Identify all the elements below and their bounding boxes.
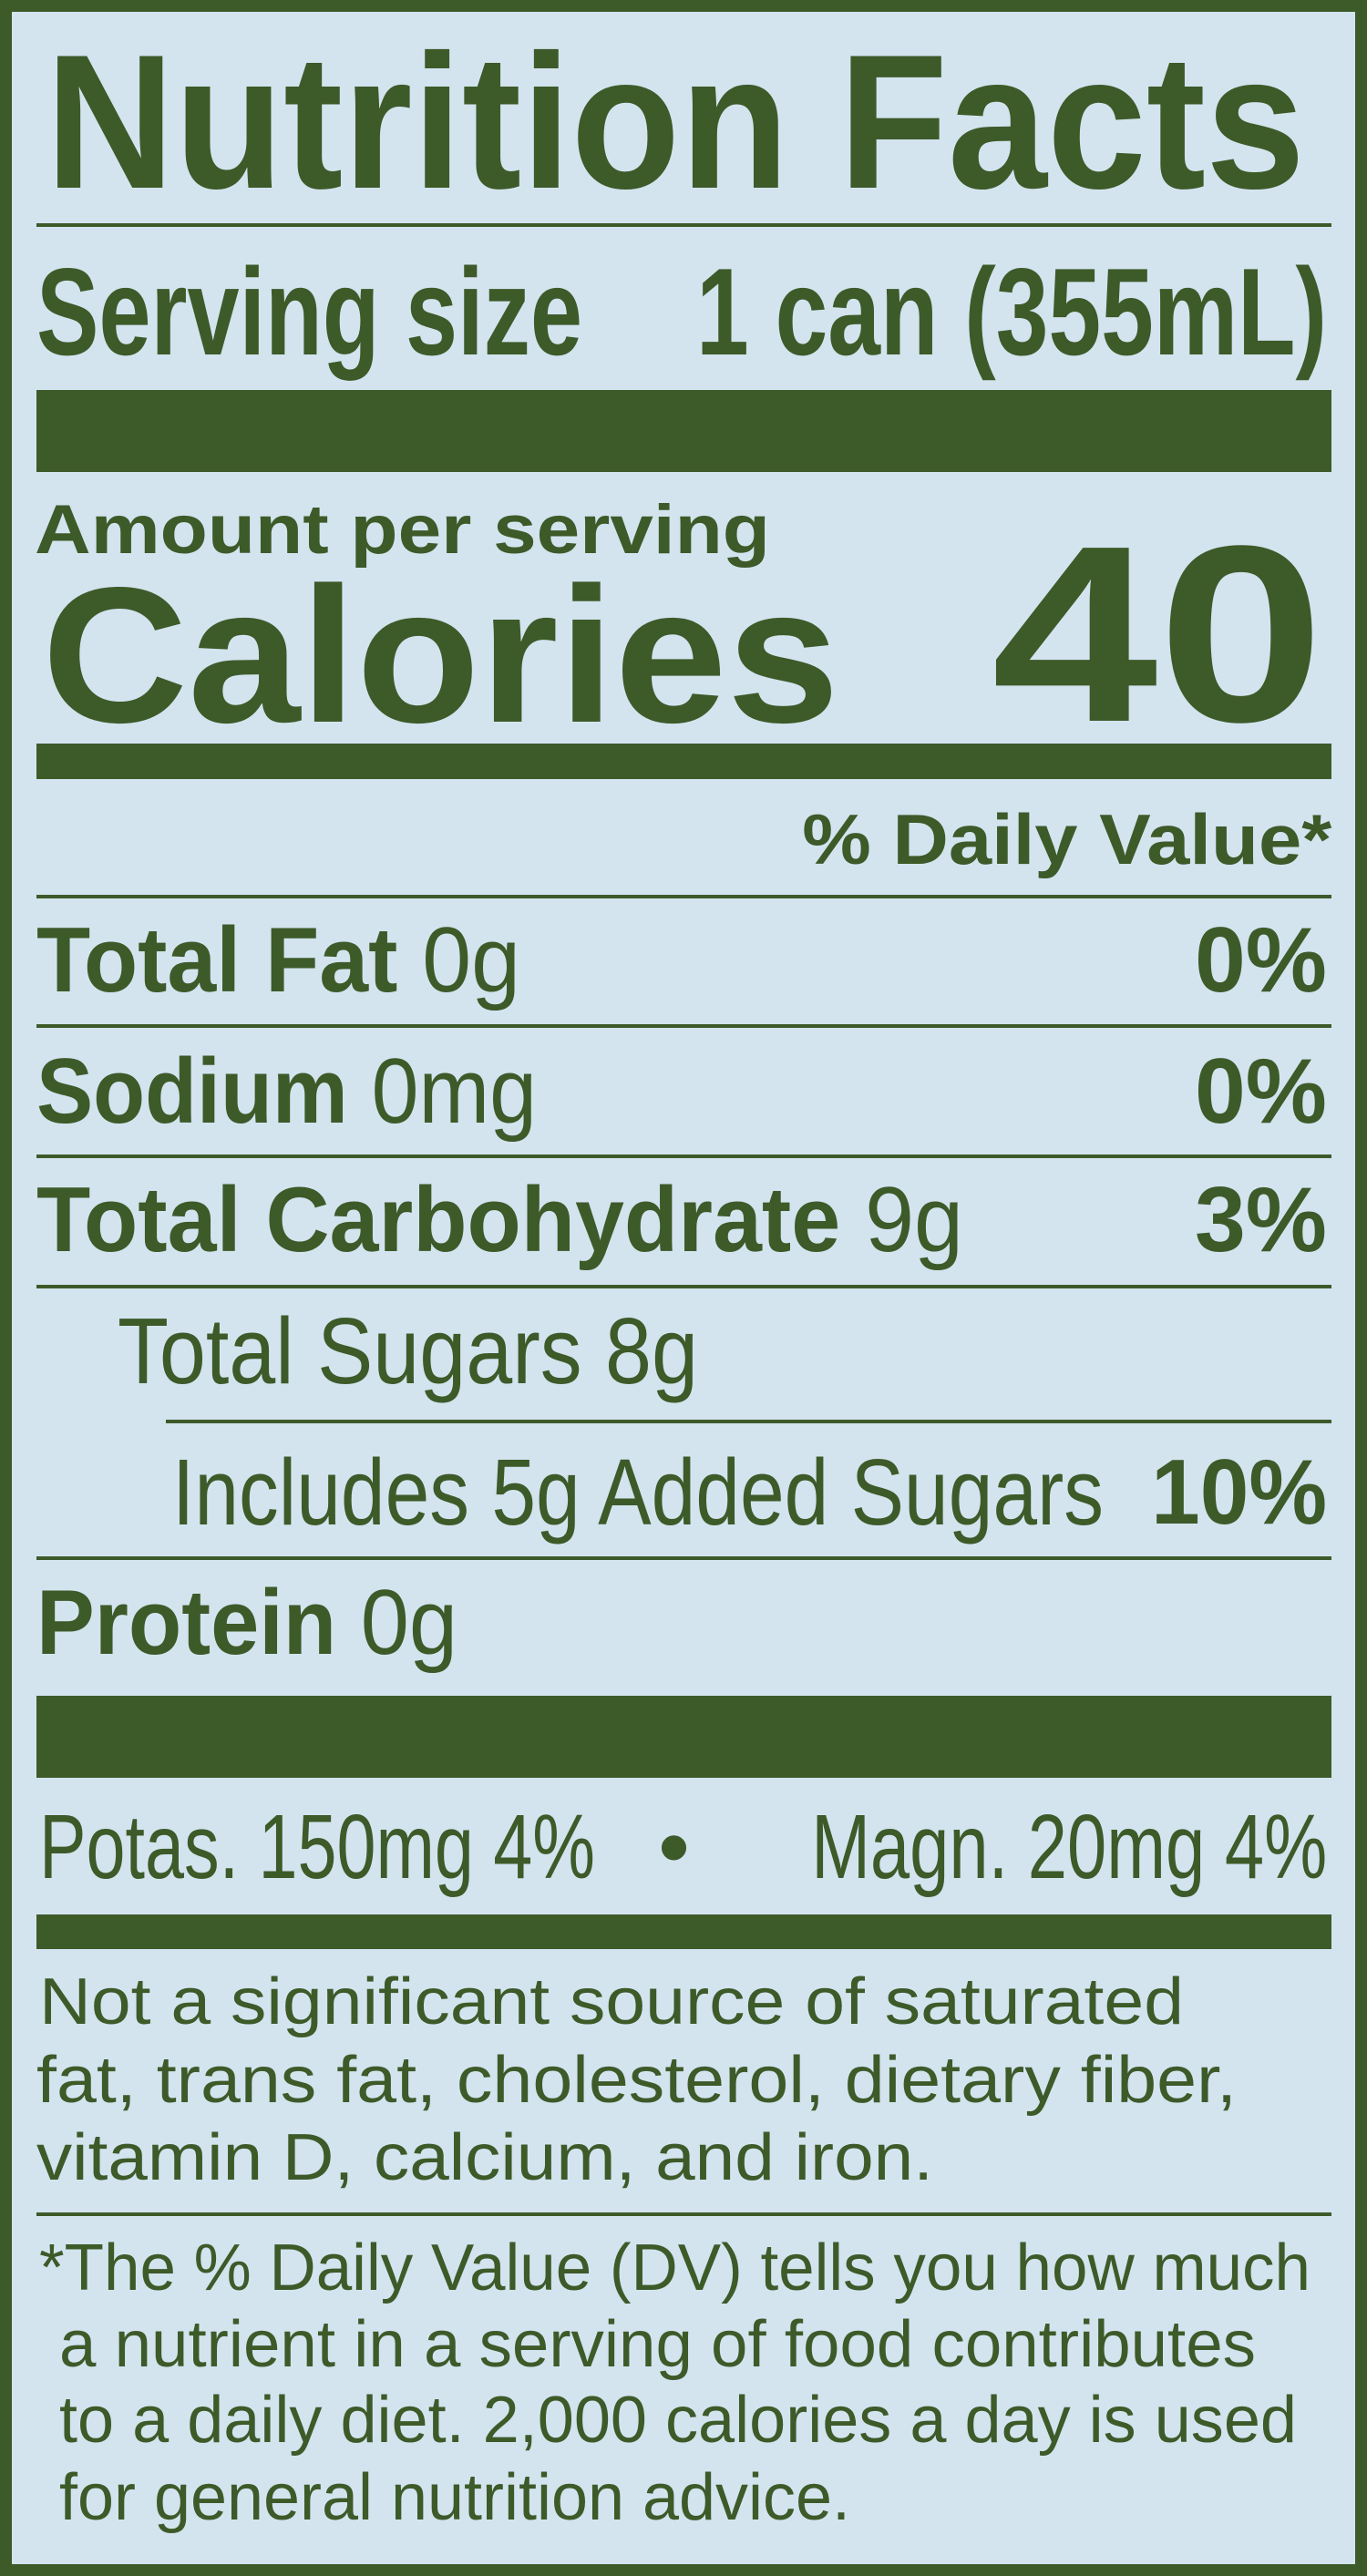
medium-bar xyxy=(36,744,1331,779)
nutrient-dv: 3% xyxy=(1195,1169,1327,1271)
footnote-line: to a daily diet. 2,000 calories a day is… xyxy=(59,2384,1297,2457)
nutrient-dv: 0% xyxy=(1195,909,1327,1011)
nutrient-row-total-carbohydrate: Total Carbohydrate 9g xyxy=(36,1175,963,1267)
not-significant-line: Not a significant source of saturated xyxy=(39,1965,1184,2038)
nutrient-row-total-sugars: Total Sugars 8g xyxy=(118,1298,698,1403)
nutrient-name: Total Carbohydrate xyxy=(36,1169,841,1271)
amount-per-serving: Amount per serving xyxy=(35,491,770,569)
thick-bar xyxy=(36,1696,1331,1778)
nutrient-amount: 0mg xyxy=(371,1041,537,1143)
thick-bar xyxy=(36,390,1331,472)
nutrient-amount: 0g xyxy=(422,909,520,1011)
footnote-line: a nutrient in a serving of food contribu… xyxy=(59,2308,1256,2381)
calories-value: 40 xyxy=(992,494,1324,775)
divider xyxy=(36,1285,1331,1288)
divider xyxy=(36,1556,1331,1560)
nutrient-name: Sodium xyxy=(36,1041,348,1143)
nutrient-name: Protein xyxy=(36,1572,337,1674)
mineral-magnesium: Magn. 20mg 4% xyxy=(811,1796,1327,1898)
nutrient-dv: 10% xyxy=(1151,1442,1327,1544)
nutrient-amount: 9g xyxy=(865,1169,963,1271)
divider xyxy=(36,2212,1331,2216)
bullet-separator: • xyxy=(658,1796,691,1898)
serving-size-label: Serving size xyxy=(36,242,582,381)
not-significant-line: fat, trans fat, cholesterol, dietary fib… xyxy=(36,2044,1237,2117)
footnote-line: *The % Daily Value (DV) tells you how mu… xyxy=(39,2232,1310,2304)
nutrient-name: Total Fat xyxy=(36,909,398,1011)
divider xyxy=(166,1420,1331,1423)
serving-size-value: 1 can (355mL) xyxy=(696,242,1327,381)
medium-bar xyxy=(36,1914,1331,1949)
divider xyxy=(36,895,1331,898)
divider xyxy=(36,223,1331,227)
footnote-line: for general nutrition advice. xyxy=(59,2461,850,2534)
mineral-potassium: Potas. 150mg 4% xyxy=(39,1796,595,1898)
nutrient-amount: 0g xyxy=(360,1572,457,1674)
nutrient-row-added-sugars: Includes 5g Added Sugars xyxy=(172,1440,1104,1545)
nutrient-row-sodium: Sodium 0mg xyxy=(36,1046,537,1138)
nutrient-row-total-fat: Total Fat 0g xyxy=(36,915,520,1007)
calories-label: Calories xyxy=(42,547,840,763)
not-significant-line: vitamin D, calcium, and iron. xyxy=(36,2121,933,2194)
divider xyxy=(36,1024,1331,1028)
nutrient-dv: 0% xyxy=(1195,1041,1327,1143)
title: Nutrition Facts xyxy=(46,15,1305,229)
daily-value-header: % Daily Value* xyxy=(802,799,1331,879)
nutrient-row-protein: Protein 0g xyxy=(36,1577,457,1669)
divider xyxy=(36,1155,1331,1158)
